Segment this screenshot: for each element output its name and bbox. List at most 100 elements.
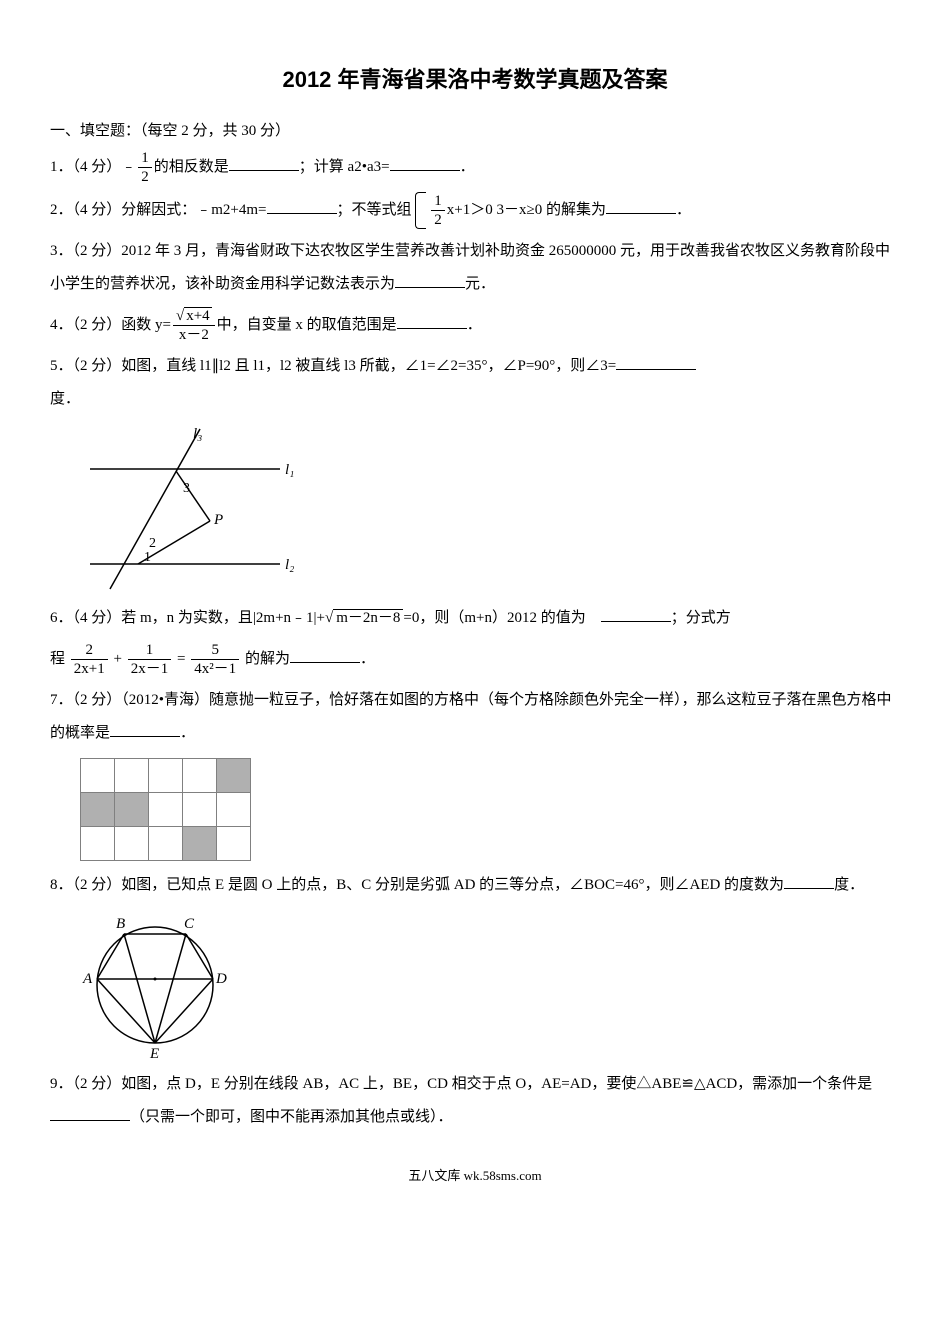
- fig8-E: E: [149, 1046, 159, 1060]
- question-1: 1．（4 分）﹣12的相反数是 ；计算 a2•a3= ．: [50, 149, 900, 186]
- blank: [606, 199, 676, 214]
- f1-den: 2x+1: [71, 660, 108, 678]
- q4-frac: √x+4 x－2: [173, 307, 215, 344]
- blank: [110, 722, 180, 737]
- sys1-rest: x+1＞0: [447, 202, 493, 218]
- f2-den: 2x－1: [128, 660, 172, 678]
- q6-sqrt: m－2n－8: [333, 609, 403, 626]
- q1-mid: 的相反数是: [154, 159, 229, 175]
- q5-after: 度．: [50, 391, 80, 407]
- f3-num: 5: [191, 641, 239, 660]
- fig8-D: D: [215, 971, 227, 987]
- grid-cell-light: [81, 758, 115, 792]
- grid-cell-dark: [183, 826, 217, 860]
- q4-after: 中，自变量 x 的取值范围是: [217, 317, 397, 333]
- question-7: 7．（2 分）（2012•青海）随意抛一粒豆子，恰好落在如图的方格中（每个方格除…: [50, 684, 900, 750]
- blank: [601, 607, 671, 622]
- figure-q8: A B C D E: [80, 910, 900, 1060]
- q9-after: （只需一个即可，图中不能再添加其他点或线）．: [130, 1109, 453, 1125]
- question-3: 3．（2 分）2012 年 3 月，青海省财政下达农牧区学生营养改善计划补助资金…: [50, 235, 900, 301]
- grid-cell-light: [217, 826, 251, 860]
- blank: [616, 355, 696, 370]
- blank: [390, 156, 460, 171]
- q6a-after: ；分式方: [671, 610, 731, 626]
- section-header: 一、填空题：（每空 2 分，共 30 分）: [50, 118, 900, 145]
- question-8: 8．（2 分）如图，已知点 E 是圆 O 上的点，B、C 分别是劣弧 AD 的三…: [50, 869, 900, 902]
- fig5-p: P: [213, 512, 223, 528]
- fig5-l1: l₁: [285, 462, 294, 478]
- q6a-label: 6．（4 分）若 m，n 为实数，且|2m+n﹣1|+: [50, 610, 325, 626]
- blank: [397, 314, 467, 329]
- question-6b: 程 22x+1 + 12x－1 = 54x²－1 的解为 ．: [50, 641, 900, 678]
- blank: [50, 1106, 130, 1121]
- q2-after: 的解集为: [546, 202, 606, 218]
- q4-den: x－2: [173, 326, 215, 344]
- figure-grid: [80, 758, 251, 861]
- f3-den: 4x²－1: [191, 660, 239, 678]
- f1-num: 2: [71, 641, 108, 660]
- q2-mid: ；不等式组: [337, 202, 412, 218]
- plus1: +: [113, 651, 121, 667]
- q5-label: 5．（2 分）如图，直线 l1∥l2 且 l1，l2 被直线 l3 所截，∠1=…: [50, 358, 616, 374]
- question-9: 9．（2 分）如图，点 D，E 分别在线段 AB，AC 上，BE，CD 相交于点…: [50, 1068, 900, 1134]
- q1-label: 1．（4 分）﹣: [50, 159, 136, 175]
- q2-label: 2．（4 分）分解因式：﹣m2+4m=: [50, 202, 267, 218]
- grid-cell-light: [115, 826, 149, 860]
- question-2: 2．（4 分）分解因式：﹣m2+4m= ；不等式组 12x+1＞0 3－x≥0 的…: [50, 192, 900, 229]
- q6a-mid: =0，则（m+n）2012 的值为: [403, 610, 600, 626]
- q1-after: ；计算 a2•a3=: [299, 159, 390, 175]
- q1-frac-den: 2: [138, 168, 152, 186]
- q1-frac: 12: [138, 149, 152, 186]
- sys2: 3－x≥0: [497, 202, 543, 218]
- q6b-prefix: 程: [50, 651, 65, 667]
- question-4: 4．（2 分）函数 y= √x+4 x－2 中，自变量 x 的取值范围是 ．: [50, 307, 900, 344]
- grid-cell-light: [149, 758, 183, 792]
- f2-num: 1: [128, 641, 172, 660]
- blank: [290, 648, 360, 663]
- blank: [395, 273, 465, 288]
- q1-frac-num: 1: [138, 149, 152, 168]
- q7-period: ．: [180, 725, 195, 741]
- q4-label: 4．（2 分）函数 y=: [50, 317, 171, 333]
- sys1-den: 2: [431, 211, 445, 229]
- grid-cell-light: [183, 792, 217, 826]
- question-6a: 6．（4 分）若 m，n 为实数，且|2m+n﹣1|+√m－2n－8=0，则（m…: [50, 602, 900, 635]
- figure-q5: l₁ l₂ l₃ 3 P 2 1: [80, 424, 900, 594]
- fig5-1: 1: [144, 550, 151, 565]
- q8-after: 度．: [834, 877, 864, 893]
- fig5-2: 2: [149, 536, 156, 551]
- eq: =: [177, 651, 185, 667]
- question-5: 5．（2 分）如图，直线 l1∥l2 且 l1，l2 被直线 l3 所截，∠1=…: [50, 350, 900, 416]
- grid-cell-dark: [81, 792, 115, 826]
- q6b-period: ．: [360, 651, 375, 667]
- blank: [267, 199, 337, 214]
- page-title: 2012 年青海省果洛中考数学真题及答案: [50, 60, 900, 100]
- q3-after: 元．: [465, 276, 495, 292]
- q9-label: 9．（2 分）如图，点 D，E 分别在线段 AB，AC 上，BE，CD 相交于点…: [50, 1076, 872, 1092]
- q1-period: ．: [460, 159, 475, 175]
- grid-cell-light: [183, 758, 217, 792]
- grid-cell-light: [115, 758, 149, 792]
- footer: 五八文库 wk.58sms.com: [50, 1164, 900, 1187]
- fig5-l2: l₂: [285, 557, 294, 573]
- q2-system: 12x+1＞0 3－x≥0: [415, 192, 542, 229]
- fig8-B: B: [116, 916, 125, 932]
- q4-sqrt: x+4: [184, 307, 211, 324]
- fig8-C: C: [184, 916, 195, 932]
- grid-cell-light: [149, 792, 183, 826]
- blank: [784, 874, 834, 889]
- sys1-num: 1: [431, 192, 445, 211]
- q8-label: 8．（2 分）如图，已知点 E 是圆 O 上的点，B、C 分别是劣弧 AD 的三…: [50, 877, 784, 893]
- grid-cell-dark: [217, 758, 251, 792]
- grid-cell-light: [149, 826, 183, 860]
- grid-cell-light: [217, 792, 251, 826]
- grid-cell-light: [81, 826, 115, 860]
- fig5-l3: l₃: [193, 426, 202, 442]
- fig5-3: 3: [183, 481, 190, 496]
- q4-period: ．: [467, 317, 482, 333]
- q2-period: ．: [676, 202, 691, 218]
- q6b-after: 的解为: [245, 651, 290, 667]
- fig8-A: A: [82, 971, 93, 987]
- grid-cell-dark: [115, 792, 149, 826]
- blank: [229, 156, 299, 171]
